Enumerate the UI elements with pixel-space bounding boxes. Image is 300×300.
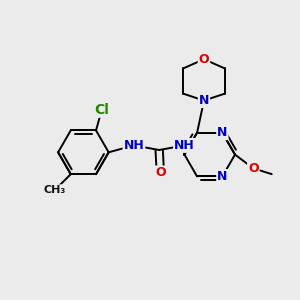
Text: NH: NH [174, 139, 195, 152]
Text: N: N [217, 126, 227, 139]
Text: O: O [155, 167, 166, 179]
Text: N: N [217, 170, 227, 183]
Text: NH: NH [124, 139, 144, 152]
Text: CH₃: CH₃ [44, 185, 66, 195]
Text: Cl: Cl [94, 103, 109, 117]
Text: O: O [199, 53, 209, 66]
Text: O: O [248, 162, 259, 175]
Text: N: N [199, 94, 209, 107]
